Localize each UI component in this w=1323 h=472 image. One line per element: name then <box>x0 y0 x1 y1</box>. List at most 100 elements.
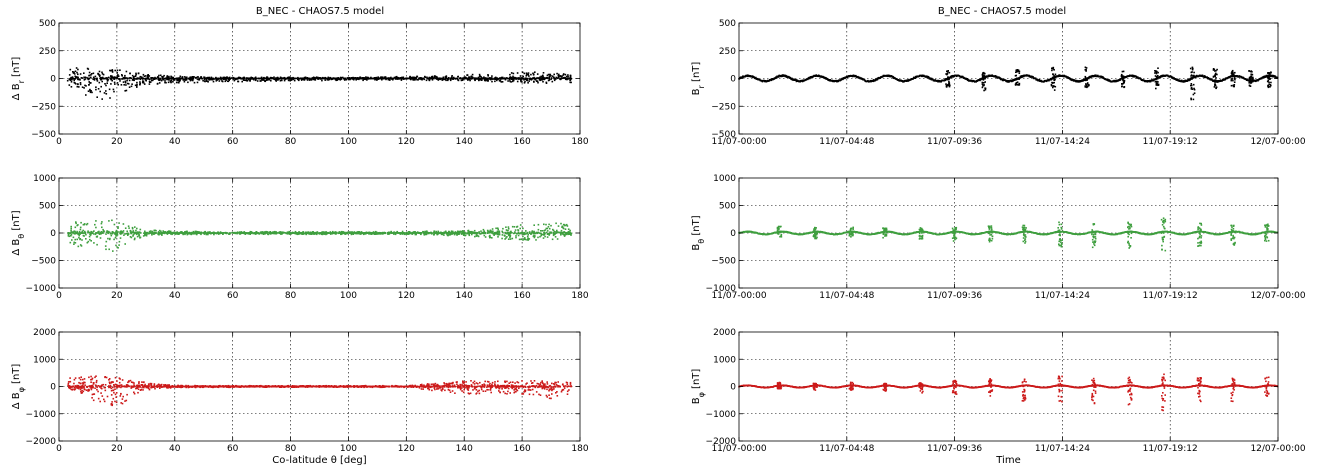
data-point <box>362 77 365 79</box>
data-point <box>185 386 187 389</box>
data-point <box>519 385 522 388</box>
data-point <box>73 230 75 232</box>
data-point <box>409 76 412 79</box>
data-point <box>319 77 322 80</box>
data-point <box>208 232 211 234</box>
data-point <box>466 232 468 234</box>
data-point <box>543 232 545 234</box>
data-point <box>532 232 535 235</box>
data-point <box>134 84 137 87</box>
data-point <box>268 231 270 234</box>
data-point <box>298 77 300 80</box>
data-point <box>501 388 503 390</box>
data-point <box>160 79 163 82</box>
data-point <box>570 232 573 235</box>
data-point <box>189 78 192 81</box>
data-point <box>526 78 529 80</box>
data-point <box>490 391 492 394</box>
data-point <box>249 78 252 80</box>
data-point <box>73 81 76 84</box>
data-point <box>136 235 139 238</box>
data-point <box>148 384 150 386</box>
data-point <box>513 232 515 235</box>
data-point <box>67 381 70 383</box>
data-point <box>70 235 72 237</box>
data-point <box>517 234 520 237</box>
data-point <box>517 77 520 79</box>
data-point <box>418 77 420 80</box>
data-point <box>281 79 283 82</box>
data-point <box>349 231 351 233</box>
data-point <box>511 80 514 83</box>
data-point <box>485 78 487 80</box>
data-point <box>88 71 91 74</box>
data-point <box>226 232 229 234</box>
data-point <box>227 80 230 83</box>
data-point <box>565 381 568 384</box>
data-point <box>358 385 360 388</box>
data-point <box>334 385 336 388</box>
data-point <box>281 232 283 234</box>
data-point <box>533 78 536 80</box>
data-point <box>385 77 388 80</box>
data-point <box>548 76 550 78</box>
data-point <box>478 79 480 82</box>
data-point <box>105 233 107 235</box>
data-point <box>540 78 542 81</box>
data-point <box>244 232 247 234</box>
data-point <box>98 73 100 76</box>
data-point <box>522 77 525 80</box>
data-point <box>495 387 498 389</box>
data-point <box>487 77 490 80</box>
data-point <box>545 82 548 84</box>
data-point <box>473 78 476 80</box>
data-point <box>94 233 97 236</box>
data-point <box>397 232 400 234</box>
data-point <box>290 385 292 388</box>
data-point <box>69 79 72 81</box>
data-point <box>405 233 407 236</box>
data-point <box>82 229 84 232</box>
data-point <box>77 68 79 71</box>
data-point <box>246 232 248 234</box>
data-point <box>76 230 78 233</box>
data-point <box>267 385 270 387</box>
x-tick-label: 40 <box>169 137 181 147</box>
data-point <box>462 391 465 394</box>
data-point <box>562 233 565 236</box>
data-point <box>122 223 125 225</box>
data-point <box>554 386 557 388</box>
data-point <box>445 382 448 385</box>
data-point <box>158 231 160 234</box>
data-point <box>360 77 362 80</box>
data-point <box>117 83 119 86</box>
data-point <box>518 232 521 235</box>
data-point <box>462 380 464 382</box>
data-point <box>87 231 90 234</box>
data-point <box>315 76 318 78</box>
data-point <box>130 381 133 383</box>
data-point <box>564 233 566 236</box>
data-point <box>425 232 427 234</box>
data-point <box>493 231 496 234</box>
data-point <box>91 232 93 235</box>
data-point <box>88 235 91 238</box>
data-point <box>166 230 169 233</box>
data-point <box>200 76 202 78</box>
data-point <box>414 384 416 387</box>
data-point <box>546 230 549 232</box>
data-point <box>182 79 185 81</box>
data-point <box>515 78 518 80</box>
data-point <box>444 78 447 81</box>
data-point <box>374 232 376 234</box>
data-point <box>166 76 168 78</box>
data-point <box>433 383 435 386</box>
data-point <box>521 231 523 234</box>
data-point <box>234 385 237 388</box>
data-point <box>190 385 192 388</box>
data-point <box>111 219 113 222</box>
data-point <box>412 232 415 234</box>
data-point <box>163 74 165 77</box>
data-point <box>81 239 83 241</box>
data-point <box>106 230 108 232</box>
